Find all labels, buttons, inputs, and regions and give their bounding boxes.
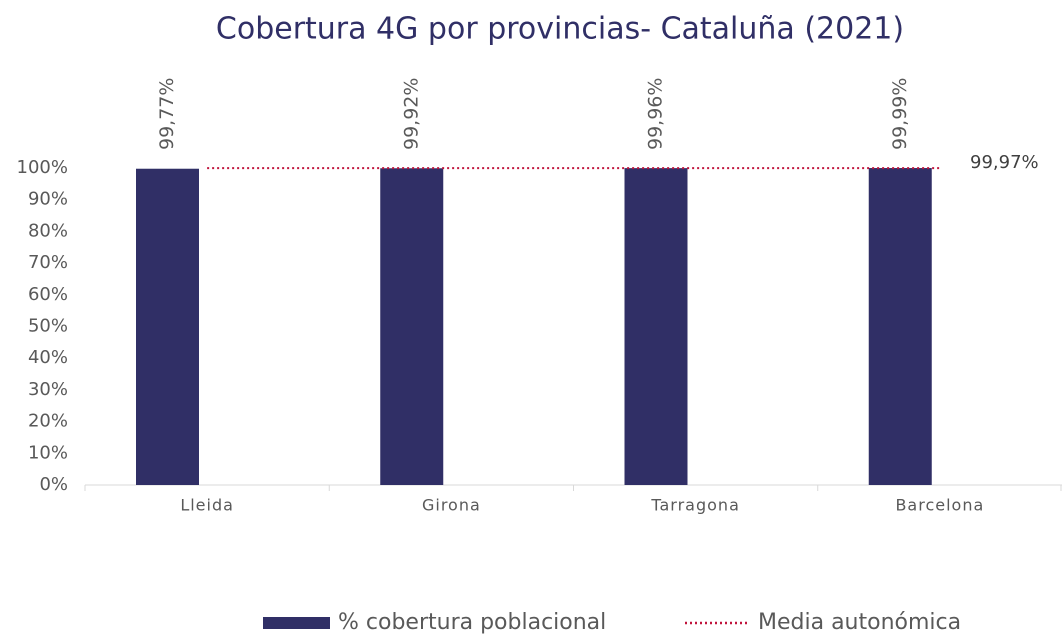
chart-title: Cobertura 4G por provincias- Cataluña (2…: [216, 12, 904, 47]
bar: [136, 168, 199, 485]
x-tick-label: Tarragona: [650, 496, 740, 515]
bar: [624, 168, 688, 485]
y-tick-label: 90%: [28, 189, 68, 210]
data-label: 99,92%: [400, 78, 422, 150]
y-tick-label: 100%: [17, 157, 68, 178]
y-tick-label: 0%: [39, 474, 68, 495]
y-tick-label: 30%: [28, 379, 68, 400]
bar: [868, 168, 932, 486]
legend-swatch: [263, 617, 330, 629]
data-label: 99,99%: [889, 78, 911, 150]
average-label: 99,97%: [970, 152, 1039, 173]
y-tick-label: 40%: [28, 347, 68, 368]
y-tick-label: 10%: [28, 442, 68, 463]
y-tick-label: 60%: [28, 284, 68, 305]
y-tick-label: 80%: [28, 220, 68, 241]
data-label: 99,96%: [645, 78, 667, 150]
x-tick-label: Girona: [422, 496, 481, 515]
legend-label: % cobertura poblacional: [338, 610, 606, 634]
x-tick-label: Lleida: [180, 496, 234, 515]
x-tick-label: Barcelona: [895, 496, 984, 515]
bar: [380, 168, 444, 485]
y-tick-label: 20%: [28, 411, 68, 432]
data-label: 99,77%: [156, 78, 178, 150]
y-tick-label: 70%: [28, 252, 68, 273]
y-tick-label: 50%: [28, 316, 68, 337]
legend-label: Media autonómica: [758, 610, 961, 634]
